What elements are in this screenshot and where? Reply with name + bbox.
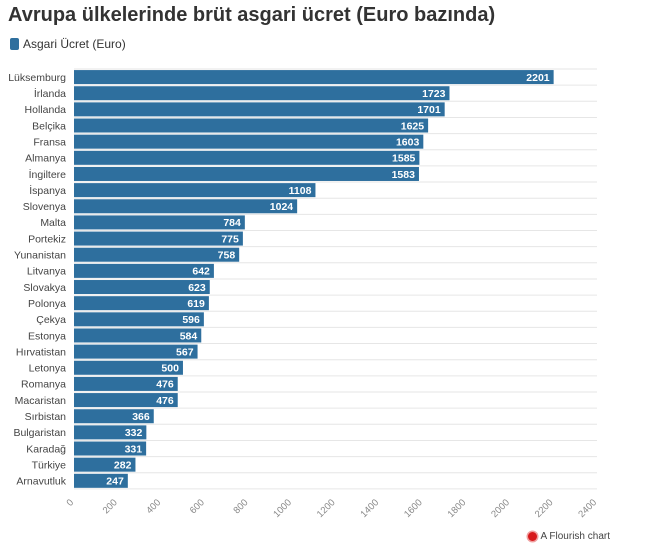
value-label: 476 bbox=[156, 395, 174, 407]
chart-title: Avrupa ülkelerinde brüt asgari ücret (Eu… bbox=[8, 4, 496, 26]
category-label: Karadağ bbox=[26, 443, 66, 455]
bar bbox=[74, 376, 178, 391]
category-label: İngiltere bbox=[29, 168, 67, 181]
bar bbox=[74, 166, 419, 181]
flourish-logo-icon bbox=[527, 532, 537, 541]
bar bbox=[74, 102, 445, 117]
category-label: Sırbistan bbox=[25, 411, 67, 423]
bar bbox=[74, 457, 136, 472]
category-label: İrlanda bbox=[34, 87, 66, 100]
bar bbox=[74, 473, 128, 488]
category-label: İspanya bbox=[29, 184, 66, 197]
value-label: 623 bbox=[188, 282, 206, 294]
value-label: 1723 bbox=[422, 88, 446, 100]
bar bbox=[74, 118, 429, 133]
bar bbox=[74, 150, 420, 165]
category-label: Türkiye bbox=[32, 459, 67, 471]
x-tick-label: 200 bbox=[101, 497, 120, 516]
value-label: 332 bbox=[125, 427, 143, 439]
bar bbox=[74, 247, 240, 262]
category-label: Letonya bbox=[29, 363, 67, 375]
value-label: 366 bbox=[132, 411, 150, 423]
category-label: Belçika bbox=[32, 120, 66, 132]
value-label: 1701 bbox=[417, 104, 441, 116]
x-tick-label: 1800 bbox=[446, 497, 469, 520]
credit-label: A Flourish chart bbox=[540, 531, 610, 542]
value-label: 2201 bbox=[526, 72, 550, 84]
category-label: Polonya bbox=[28, 298, 66, 310]
bar bbox=[74, 86, 450, 101]
value-label: 596 bbox=[182, 314, 200, 326]
x-tick-label: 600 bbox=[188, 497, 207, 516]
category-label: Estonya bbox=[28, 330, 66, 342]
category-label: Hollanda bbox=[25, 104, 67, 116]
bar bbox=[74, 231, 243, 246]
value-label: 1108 bbox=[289, 185, 312, 197]
x-tick-label: 0 bbox=[65, 497, 77, 509]
bar bbox=[74, 280, 210, 295]
flourish-credit-link[interactable]: A Flourish chart bbox=[527, 531, 610, 542]
value-label: 784 bbox=[223, 217, 241, 229]
value-label: 584 bbox=[180, 330, 198, 342]
bar bbox=[74, 199, 298, 214]
legend: Asgari Ücret (Euro) bbox=[10, 37, 126, 51]
bar bbox=[74, 263, 214, 278]
bar bbox=[74, 441, 147, 456]
bar bbox=[74, 70, 554, 85]
category-label: Yunanistan bbox=[14, 250, 66, 262]
bar bbox=[74, 425, 147, 440]
value-label: 1024 bbox=[270, 201, 294, 213]
category-label: Lüksemburg bbox=[8, 72, 66, 84]
x-tick-label: 2000 bbox=[489, 497, 512, 520]
bar bbox=[74, 215, 245, 230]
category-label: Litvanya bbox=[27, 266, 66, 278]
category-label: Çekya bbox=[36, 314, 66, 326]
value-label: 331 bbox=[125, 443, 143, 455]
value-label: 619 bbox=[187, 298, 205, 310]
bar bbox=[74, 409, 154, 424]
value-label: 642 bbox=[192, 266, 210, 278]
value-label: 1603 bbox=[396, 136, 420, 148]
bar bbox=[74, 393, 178, 408]
value-label: 500 bbox=[161, 363, 179, 375]
category-label: Malta bbox=[40, 217, 66, 229]
bar bbox=[74, 134, 424, 149]
x-tick-label: 800 bbox=[231, 497, 250, 516]
bar bbox=[74, 183, 316, 198]
x-tick-label: 1600 bbox=[402, 497, 425, 520]
category-label: Slovenya bbox=[23, 201, 66, 213]
category-label: Arnavutluk bbox=[16, 476, 66, 488]
category-label: Bulgaristan bbox=[13, 427, 66, 439]
category-label: Macaristan bbox=[15, 395, 67, 407]
value-label: 1625 bbox=[401, 120, 425, 132]
value-label: 476 bbox=[156, 379, 174, 391]
legend-swatch bbox=[10, 38, 19, 50]
value-label: 1585 bbox=[392, 153, 416, 165]
value-label: 758 bbox=[218, 250, 236, 262]
legend-label: Asgari Ücret (Euro) bbox=[23, 37, 126, 51]
x-tick-label: 1000 bbox=[271, 497, 294, 520]
value-label: 282 bbox=[114, 459, 132, 471]
x-tick-label: 1200 bbox=[315, 497, 338, 520]
value-label: 1583 bbox=[392, 169, 416, 181]
category-label: Portekiz bbox=[28, 233, 66, 245]
x-tick-label: 1400 bbox=[358, 497, 381, 520]
category-label: Fransa bbox=[33, 136, 66, 148]
x-tick-label: 2400 bbox=[576, 497, 599, 520]
bar bbox=[74, 344, 198, 359]
x-tick-label: 400 bbox=[144, 497, 163, 516]
x-tick-label: 2200 bbox=[533, 497, 556, 520]
value-label: 567 bbox=[176, 346, 194, 358]
bar bbox=[74, 312, 204, 327]
category-label: Romanya bbox=[21, 379, 66, 391]
bar bbox=[74, 296, 209, 311]
category-label: Hırvatistan bbox=[16, 346, 66, 358]
bar bbox=[74, 360, 183, 375]
value-label: 775 bbox=[221, 233, 239, 245]
value-label: 247 bbox=[106, 476, 124, 488]
bar bbox=[74, 328, 202, 343]
category-label: Slovakya bbox=[23, 282, 66, 294]
category-label: Almanya bbox=[25, 153, 66, 165]
